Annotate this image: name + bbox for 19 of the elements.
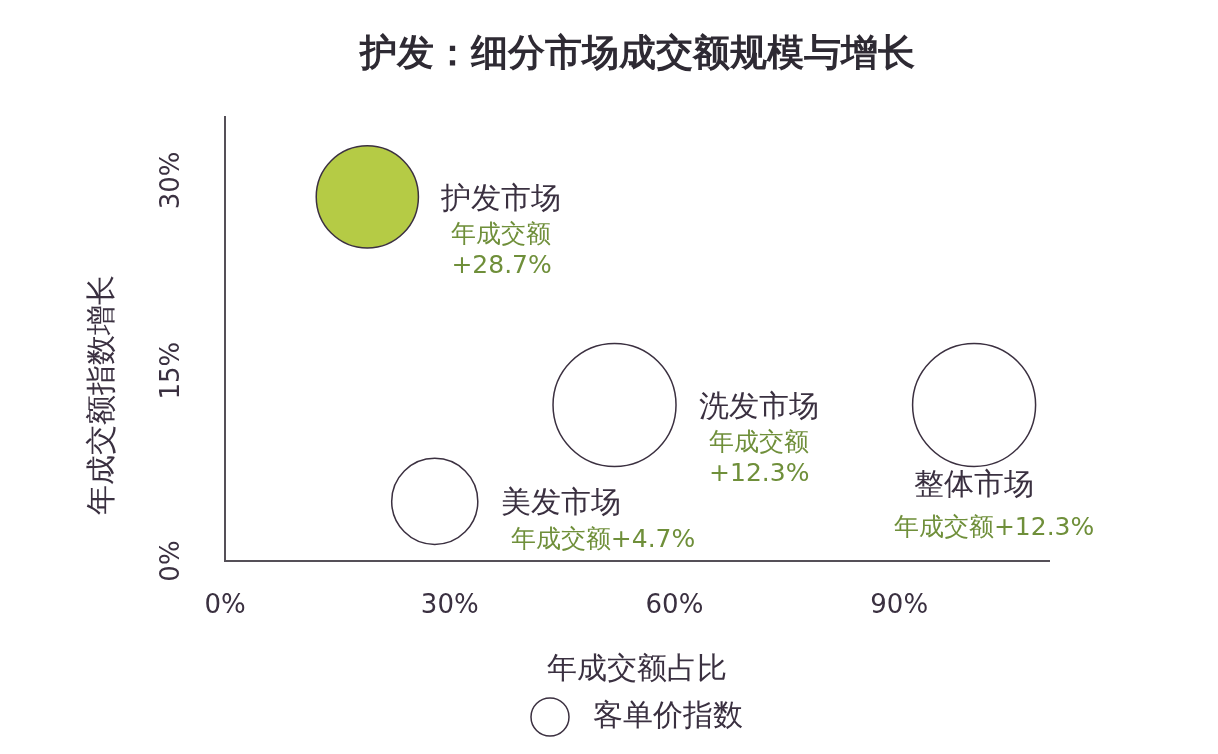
data-label: 年成交额+12.3% xyxy=(893,511,1095,541)
annotation: 美发市场 xyxy=(500,484,621,520)
x-tick-label: 90% xyxy=(870,589,929,620)
chart-title: 护发：细分市场成交额规模与增长 xyxy=(357,30,915,74)
annotation: 整体市场 xyxy=(914,466,1035,502)
annotation: 护发市场 xyxy=(440,179,562,215)
data-label: 年成交额+4.7% xyxy=(510,523,696,553)
x-tick-label: 30% xyxy=(420,589,479,620)
y-tick-label: 30% xyxy=(154,151,185,210)
y-tick-label: 15% xyxy=(154,341,185,400)
data-label: 年成交额 +28.7% xyxy=(451,219,552,280)
y-tick-label: 0% xyxy=(154,540,185,582)
x-tick-label: 0% xyxy=(204,589,246,620)
y-axis-title: 年成交额指数增长 xyxy=(82,274,118,515)
annotation: 洗发市场 xyxy=(699,387,820,423)
data-label: 年成交额 +12.3% xyxy=(709,427,810,488)
x-axis-title: 年成交额占比 xyxy=(547,649,727,685)
legend-label: 客单价指数 xyxy=(593,696,743,732)
x-tick-label: 60% xyxy=(645,589,704,620)
